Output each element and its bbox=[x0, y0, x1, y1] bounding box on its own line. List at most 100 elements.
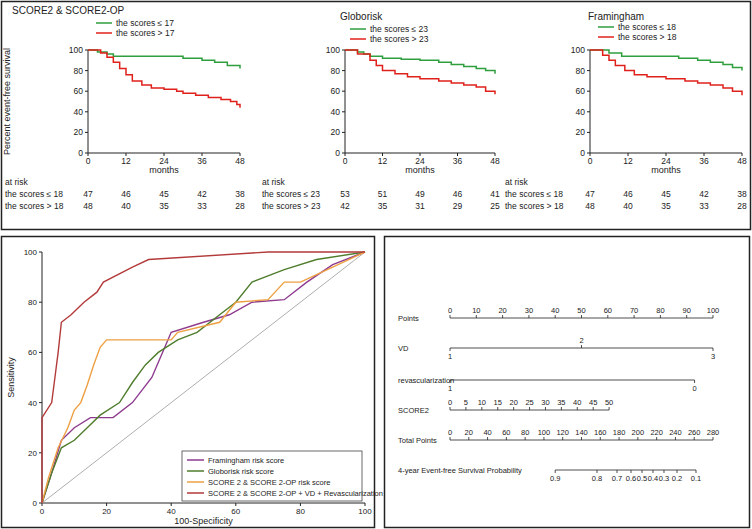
row-tick bbox=[593, 407, 594, 410]
legend-swatch bbox=[350, 28, 366, 30]
row-tick bbox=[450, 348, 451, 351]
y-tick-label: 0 bbox=[580, 148, 585, 158]
at-risk-value: 35 bbox=[661, 201, 671, 211]
row-tick bbox=[686, 315, 687, 318]
row-tick bbox=[545, 407, 546, 410]
x-axis-label: months bbox=[149, 165, 179, 175]
at-risk-value: 45 bbox=[159, 189, 169, 199]
row-tick bbox=[450, 407, 451, 410]
row-tick bbox=[694, 437, 695, 440]
roc-chart: 020406080100020406080100100-SpecificityS… bbox=[6, 248, 383, 526]
at-risk-value: 40 bbox=[623, 201, 633, 211]
x-tick bbox=[42, 503, 43, 506]
x-tick-label: 36 bbox=[197, 156, 207, 166]
row-tick bbox=[641, 470, 642, 473]
row-tick-label: 2 bbox=[579, 336, 583, 345]
row-tick bbox=[637, 437, 638, 440]
row-tick bbox=[497, 407, 498, 410]
y-axis bbox=[345, 50, 346, 153]
row-tick-label: 240 bbox=[669, 428, 682, 437]
row-tick-label: 40 bbox=[573, 398, 581, 407]
row-tick bbox=[476, 315, 477, 318]
row-tick bbox=[656, 437, 657, 440]
title: Globorisk bbox=[340, 11, 383, 22]
row-tick bbox=[713, 437, 714, 440]
at-risk-value: 42 bbox=[340, 201, 350, 211]
at-risk-value: 42 bbox=[699, 189, 709, 199]
row-tick bbox=[660, 315, 661, 318]
row-tick-label: 0.7 bbox=[612, 474, 622, 483]
row-tick bbox=[528, 315, 529, 318]
y-tick-label: 60 bbox=[331, 86, 341, 96]
row-tick-label: 20 bbox=[498, 306, 506, 315]
y-tick bbox=[342, 111, 345, 112]
row-tick-label: 20 bbox=[465, 428, 473, 437]
at-risk-label: the scores ≤ 23 bbox=[262, 189, 320, 199]
x-tick-label: 0 bbox=[86, 156, 91, 166]
at-risk-value: 33 bbox=[699, 201, 709, 211]
x-tick bbox=[171, 503, 172, 506]
y-tick-label: 40 bbox=[331, 107, 341, 117]
at-risk-value: 46 bbox=[453, 189, 463, 199]
at-risk-title: at risk bbox=[262, 177, 285, 187]
y-tick bbox=[39, 302, 42, 303]
row-tick bbox=[450, 315, 451, 318]
y-tick-label: 60 bbox=[74, 86, 84, 96]
panel-frame bbox=[385, 237, 750, 528]
x-tick-label: 0 bbox=[40, 507, 45, 516]
row-tick-label: 5 bbox=[464, 398, 468, 407]
row-tick-label: 0 bbox=[693, 384, 697, 393]
row-axis bbox=[450, 380, 695, 381]
row-tick bbox=[555, 315, 556, 318]
plot-area bbox=[42, 252, 365, 503]
legend-label: the scores > 23 bbox=[370, 34, 429, 44]
row-tick-label: 80 bbox=[521, 428, 529, 437]
x-tick-label: 40 bbox=[167, 507, 176, 516]
legend-label: the scores > 17 bbox=[116, 28, 175, 38]
at-risk-title: at risk bbox=[5, 177, 28, 187]
row-tick bbox=[596, 470, 597, 473]
x-tick-label: 36 bbox=[453, 156, 463, 166]
legend-swatch bbox=[187, 492, 204, 494]
row-tick bbox=[675, 437, 676, 440]
legend-swatch bbox=[96, 22, 112, 24]
roc-curve bbox=[42, 252, 365, 503]
row-tick-label: 180 bbox=[613, 428, 626, 437]
row-tick bbox=[481, 407, 482, 410]
y-tick-label: 0 bbox=[33, 499, 38, 508]
y-axis bbox=[590, 50, 591, 153]
y-tick bbox=[342, 132, 345, 133]
legend-label: SCORE 2 & SCORE 2-OP + VD + Revasculariz… bbox=[208, 489, 383, 498]
title: SCORE2 & SCORE2-OP bbox=[12, 5, 125, 16]
row-tick-label: 45 bbox=[589, 398, 597, 407]
row-tick-label: 1 bbox=[448, 384, 452, 393]
y-tick-label: 40 bbox=[28, 399, 37, 408]
row-tick-label: 0.3 bbox=[659, 474, 669, 483]
row-label: VD bbox=[398, 344, 409, 353]
row-tick-label: 30 bbox=[525, 306, 533, 315]
km-chart: 020406080100012243648monthsthe scores ≤ … bbox=[262, 24, 500, 211]
at-risk-value: 42 bbox=[197, 189, 207, 199]
row-tick bbox=[581, 315, 582, 318]
legend-swatch bbox=[187, 470, 204, 472]
y-tick-label: 40 bbox=[74, 107, 84, 117]
row-tick-label: 260 bbox=[688, 428, 701, 437]
x-tick-label: 80 bbox=[296, 507, 305, 516]
panel-frame bbox=[2, 237, 375, 528]
x-axis-label: months bbox=[405, 165, 435, 175]
y-tick-label: 60 bbox=[28, 348, 37, 357]
y-tick-label: 20 bbox=[28, 449, 37, 458]
row-tick-label: 70 bbox=[630, 306, 638, 315]
row-label: SCORE2 bbox=[398, 406, 429, 415]
at-risk-label: the scores > 23 bbox=[262, 201, 321, 211]
legend-swatch bbox=[350, 38, 366, 40]
row-tick bbox=[713, 315, 714, 318]
legend-label: the scores ≤ 23 bbox=[370, 24, 428, 34]
row-tick bbox=[581, 345, 582, 348]
at-risk-value: 35 bbox=[378, 201, 388, 211]
y-tick-label: 20 bbox=[331, 127, 341, 137]
row-tick-label: 35 bbox=[557, 398, 565, 407]
x-tick-label: 12 bbox=[121, 156, 131, 166]
y-tick bbox=[342, 70, 345, 71]
x-tick-label: 0 bbox=[343, 156, 348, 166]
